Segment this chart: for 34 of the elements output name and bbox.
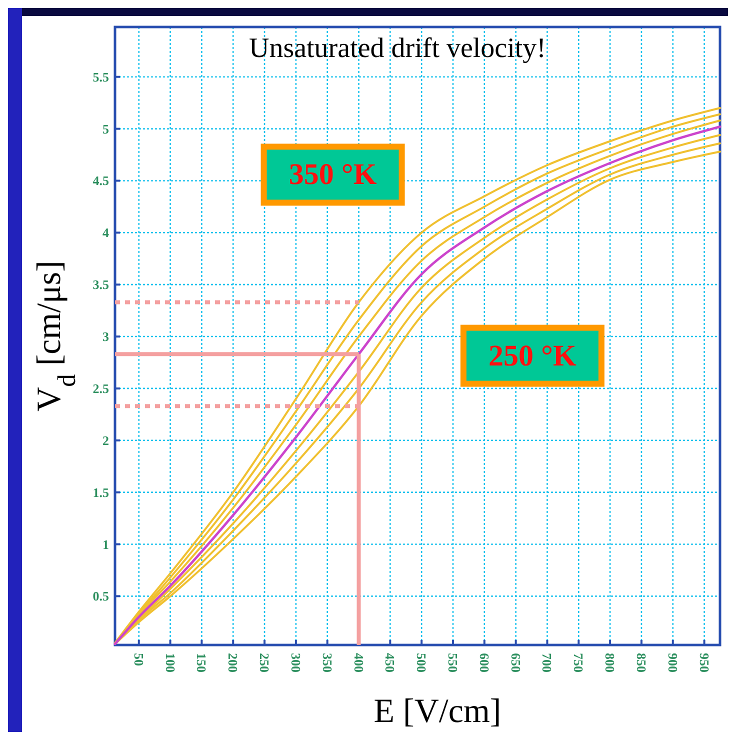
- x-tick-label: 900: [665, 653, 680, 672]
- x-tick-label: 350: [320, 653, 335, 672]
- y-tick-label: 4.5: [92, 173, 110, 188]
- x-tick-label: 400: [351, 653, 366, 672]
- chart-title: Unsaturated drift velocity!: [248, 33, 546, 64]
- x-tick-label: 50: [131, 653, 146, 666]
- x-tick-label: 750: [571, 653, 586, 672]
- annotation: 250 °K: [488, 339, 578, 372]
- x-tick-label: 500: [414, 653, 430, 672]
- x-tick-label: 800: [602, 653, 618, 672]
- x-tick-label: 600: [476, 653, 492, 672]
- x-tick-label: 700: [540, 653, 555, 672]
- annotation: 350 °K: [288, 158, 378, 192]
- y-tick-label: 5: [102, 121, 110, 136]
- x-tick-label: 250: [257, 653, 272, 672]
- x-tick-label: 550: [445, 653, 460, 672]
- x-tick-label: 300: [288, 653, 304, 672]
- x-tick-label: 450: [382, 653, 398, 672]
- x-tick-label: 950: [696, 653, 712, 672]
- y-tick-label: 1.5: [92, 484, 110, 500]
- x-tick-label: 200: [226, 653, 241, 672]
- x-tick-label: 100: [162, 653, 178, 672]
- y-tick-label: 2: [102, 432, 109, 448]
- y-tick-label: 1: [102, 536, 109, 552]
- y-tick-label: 3.5: [92, 277, 110, 292]
- y-tick-label: 3: [102, 329, 110, 344]
- x-tick-label: 850: [634, 653, 649, 672]
- x-tick-label: 150: [194, 653, 210, 672]
- y-tick-label: 0.5: [92, 588, 110, 604]
- y-tick-label: 4: [102, 225, 110, 240]
- x-axis-title: E [V/cm]: [374, 693, 502, 730]
- x-tick-label: 650: [508, 653, 524, 672]
- y-tick-label: 2.5: [92, 380, 110, 396]
- y-tick-label: 5.5: [92, 69, 110, 84]
